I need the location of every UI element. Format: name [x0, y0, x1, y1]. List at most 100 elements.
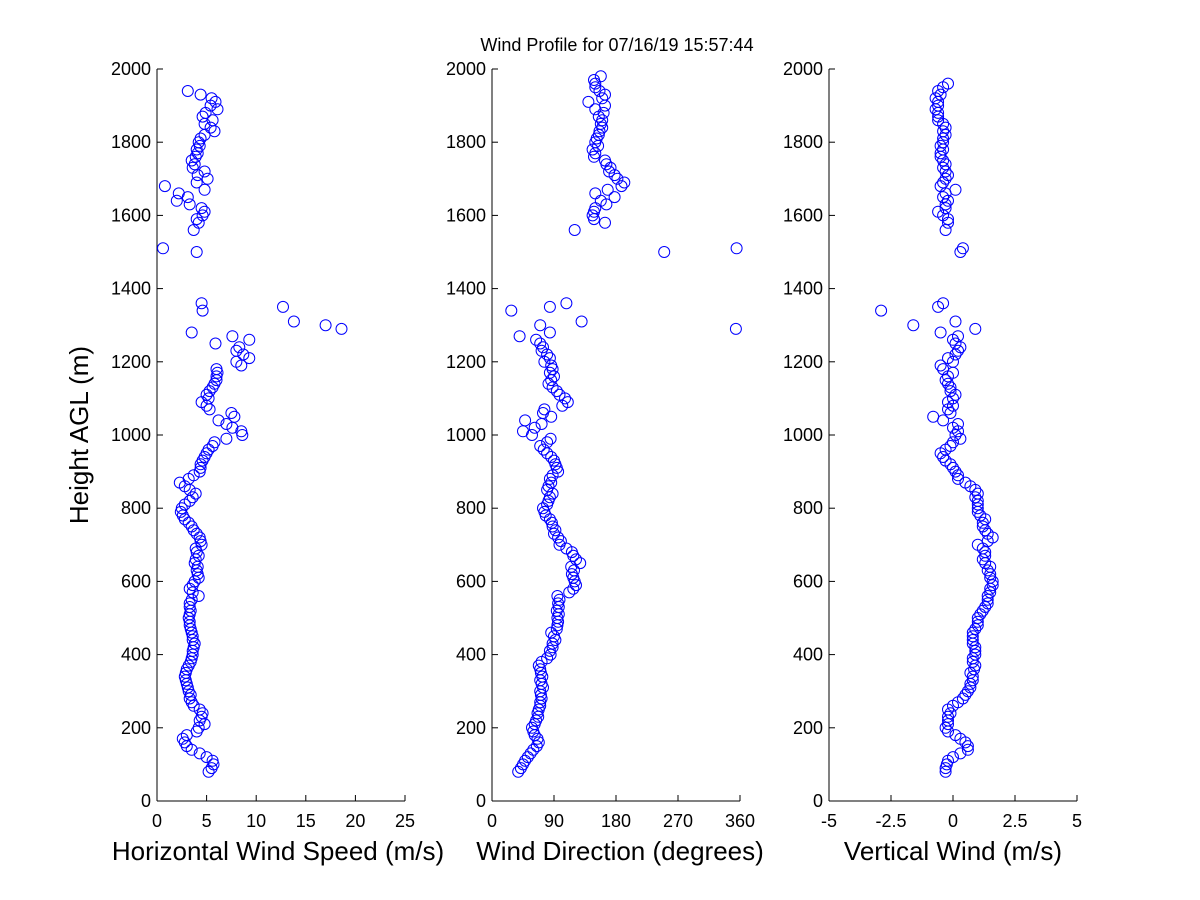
y-tick-label: 600	[121, 571, 151, 591]
data-point	[939, 128, 952, 141]
data-point	[729, 322, 742, 335]
data-point	[193, 531, 206, 544]
data-point	[971, 619, 984, 632]
data-point	[961, 685, 974, 698]
data-point	[949, 337, 962, 350]
data-point	[966, 670, 979, 683]
data-point	[243, 352, 256, 365]
y-tick-label: 800	[793, 498, 823, 518]
data-point	[192, 590, 205, 602]
data-point	[966, 652, 979, 665]
data-point	[194, 461, 207, 474]
data-point	[545, 451, 558, 463]
data-point	[934, 139, 947, 152]
data-point	[560, 297, 573, 310]
data-point	[204, 121, 217, 134]
data-point	[596, 114, 609, 127]
data-point	[233, 341, 246, 354]
data-point	[658, 246, 671, 258]
data-point	[599, 216, 611, 229]
x-tick-label: 25	[395, 811, 415, 831]
data-point	[971, 494, 984, 507]
y-tick-label: 200	[121, 718, 151, 738]
y-tick-label: 1600	[783, 205, 823, 225]
data-point	[947, 751, 959, 764]
data-point	[937, 363, 950, 376]
y-tick-label: 600	[793, 571, 823, 591]
x-tick-label: 0	[948, 811, 958, 831]
data-point	[157, 242, 169, 255]
data-point	[545, 410, 558, 423]
data-point	[969, 322, 982, 335]
y-tick-label: 0	[476, 791, 486, 811]
data-point	[939, 172, 952, 185]
data-point	[188, 158, 201, 171]
x-tick-label: 15	[296, 811, 316, 831]
data-point	[979, 601, 992, 613]
data-point	[210, 363, 223, 376]
data-point	[949, 183, 962, 196]
data-point	[939, 165, 952, 178]
data-point	[528, 421, 541, 434]
x-axis-label: Wind Direction (degrees)	[476, 836, 764, 866]
data-point	[202, 443, 215, 456]
data-point	[225, 407, 238, 419]
panel-wind-direction: 0 200 400 600 800 1000 1200 1400 1600 1800 2000 0 90…	[446, 59, 764, 866]
data-point	[986, 579, 999, 592]
data-point	[939, 721, 952, 734]
data-point	[549, 524, 562, 537]
data-point	[575, 315, 588, 328]
data-point	[187, 469, 200, 482]
data-point	[939, 121, 952, 134]
data-point	[947, 392, 959, 405]
data-point	[230, 344, 243, 357]
data-point	[185, 520, 198, 533]
y-tick-label: 1600	[446, 205, 486, 225]
data-point	[181, 85, 194, 97]
data-point	[543, 352, 556, 365]
data-point	[574, 557, 587, 570]
data-point	[976, 516, 989, 529]
data-point	[190, 143, 203, 156]
data-point	[193, 703, 206, 716]
data-point	[531, 732, 544, 745]
data-point	[949, 729, 962, 742]
y-tick-label: 1400	[111, 279, 151, 299]
x-tick-label: -2.5	[875, 811, 906, 831]
data-point	[513, 330, 526, 343]
data-point	[947, 436, 959, 449]
data-point	[534, 440, 547, 452]
data-point	[944, 440, 957, 452]
data-point	[932, 205, 945, 218]
data-point	[934, 326, 947, 339]
data-point	[185, 154, 198, 167]
y-tick-label: 2000	[111, 59, 151, 79]
x-tick-label: 180	[601, 811, 631, 831]
data-point	[596, 92, 609, 105]
data-point	[952, 418, 964, 430]
data-point	[593, 125, 606, 138]
data-point	[551, 590, 564, 602]
data-point	[200, 751, 213, 764]
data-point	[608, 191, 621, 204]
y-tick-label: 400	[456, 645, 486, 665]
data-point	[942, 77, 954, 90]
x-tick-label: 5	[1072, 811, 1082, 831]
data-point	[979, 546, 992, 559]
data-point	[947, 461, 959, 474]
data-point	[537, 341, 549, 354]
chart-title: Wind Profile for 07/16/19 15:57:44	[480, 35, 753, 55]
y-tick-label: 2000	[783, 59, 823, 79]
data-point	[589, 187, 602, 200]
data-point	[956, 242, 969, 255]
data-point	[954, 246, 967, 258]
data-point	[172, 187, 185, 200]
data-point	[235, 425, 248, 438]
data-point	[937, 161, 950, 174]
data-point	[228, 410, 241, 423]
data-point	[198, 205, 211, 218]
data-point	[205, 92, 218, 105]
data-point	[552, 531, 565, 544]
data-point	[984, 586, 997, 599]
